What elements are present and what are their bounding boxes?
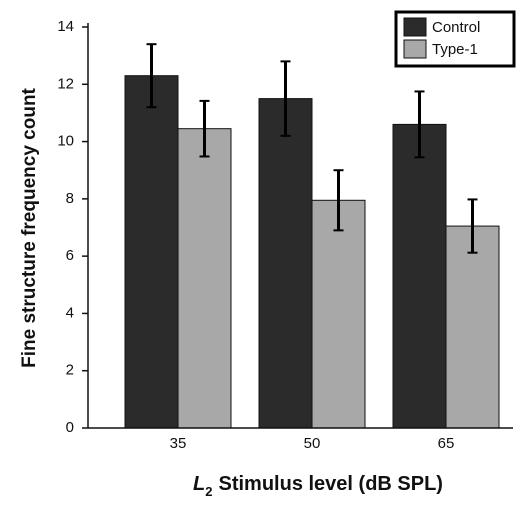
x-label-subscript: 2 [205,484,212,499]
x-tick-label: 35 [170,435,187,452]
legend-swatch [403,39,427,59]
x-label-text: Stimulus level (dB SPL) [218,473,442,495]
y-tick-label: 2 [66,362,74,379]
y-tick-label: 6 [66,247,74,264]
bar [124,75,179,429]
bar [311,199,366,429]
legend-label: Type-1 [432,41,478,58]
error-bar [467,198,478,254]
bar [445,225,500,429]
bar [258,98,313,429]
error-bar [146,43,157,109]
bar [177,128,232,429]
x-axis-label: L2 Stimulus level (dB SPL) [193,473,443,499]
y-tick-label: 0 [66,419,74,436]
error-bar [199,99,210,158]
x-label-variable: L [193,473,205,495]
legend: Control Type-1 [394,10,516,68]
legend-swatch [403,17,427,37]
y-tick-label: 8 [66,190,74,207]
y-tick-label: 14 [57,18,74,35]
bar [392,123,447,429]
y-tick-label: 10 [57,133,74,150]
y-tick-label: 4 [66,304,74,321]
y-tick-label: 12 [57,75,74,92]
x-tick-label: 50 [304,435,321,452]
legend-label: Control [432,19,480,36]
error-bar [333,169,344,232]
error-bar [414,90,425,159]
y-axis-label: Fine structure frequency count [19,87,40,367]
error-bar [280,60,291,137]
x-tick-label: 65 [438,435,455,452]
